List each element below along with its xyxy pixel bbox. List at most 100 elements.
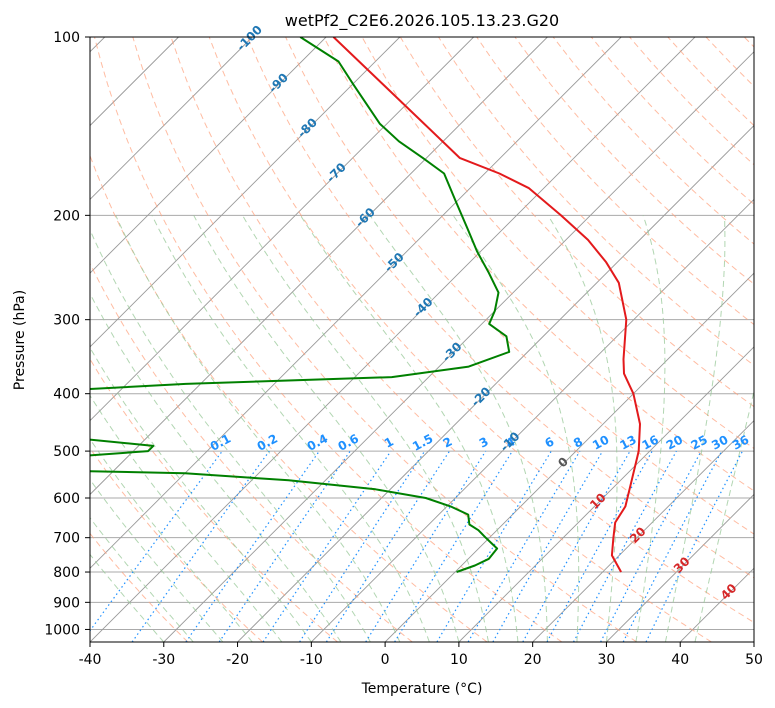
mixing-ratio-line [394,450,513,642]
isotherm-label: 40 [718,581,740,603]
dry-adiabat-line [90,154,488,642]
mixing-ratio-label: 13 [617,432,638,452]
isotherm-label: -80 [295,115,320,140]
isotherm-line [90,37,622,569]
moist-adiabat-line [90,346,312,642]
dry-adiabat-line [90,358,338,642]
isotherm-line [90,37,253,200]
dry-adiabat-line [743,37,754,48]
mixing-ratio-line [572,450,677,642]
moist-adiabat-line [151,215,430,642]
dry-adiabat-line [246,37,754,579]
mixing-ratio-label: 10 [590,432,611,452]
mixing-ratio-line [90,450,223,632]
dry-adiabat-line [323,37,754,492]
moist-adiabat-line [369,215,548,642]
isotherm-label: -100 [234,23,265,54]
moist-adiabat-line [452,215,580,642]
x-tick-label: -30 [152,652,175,668]
isotherm-line [90,37,696,642]
mixing-ratio-label: 36 [730,432,751,452]
mixing-ratio-label: 0.4 [305,431,330,453]
mixing-ratio-line [645,450,744,642]
y-tick-label: 300 [53,313,80,329]
y-tick-label: 900 [53,595,80,611]
isotherm-label: -40 [410,295,435,320]
isotherm-label: -90 [266,70,291,95]
dry-adiabat-line [285,37,754,535]
dry-adiabat-line [208,37,754,624]
mixing-ratio-label: 0.1 [208,431,233,453]
moist-adiabat-line [694,389,754,642]
y-tick-label: 500 [53,444,80,460]
mixing-ratio-line [436,450,552,642]
moist-adiabat-line [90,438,253,642]
moist-adiabat-line [90,228,371,642]
dry-adiabat-line [476,37,754,326]
isotherm-label: 0 [555,454,571,470]
mixing-ratio-label: 0.2 [255,431,280,453]
dry-adiabat-line [90,262,413,642]
dry-adiabat-line [438,37,754,366]
mixing-ratio-line [522,450,631,642]
dry-adiabat-line [90,532,189,642]
mixing-ratio-line [467,450,581,642]
mixing-ratio-line [262,450,392,642]
isotherm-line [90,37,548,496]
mixing-ratio-line [131,450,270,642]
x-tick-label: -40 [79,652,102,668]
isotherm-line [532,420,754,642]
moist-adiabat-line [90,516,194,642]
background-grid [90,37,754,642]
isotherm-label: 20 [627,524,649,546]
dry-adiabat-line [629,37,754,166]
x-tick-label: 50 [745,652,763,668]
y-axis-title: Pressure (hPa) [12,290,28,390]
x-tick-label: 0 [381,652,390,668]
isotherm-line [753,641,754,642]
moist-adiabat-line [547,215,618,642]
mixing-ratio-label: 8 [571,434,585,450]
plot-frame [89,36,755,643]
moist-adiabat-line [193,215,460,642]
axes: -40 -30 -20 -10 0 10 20 30 40 5010020030040050060… [44,30,763,668]
temperature-profile [332,37,641,573]
isotherm-line [90,37,327,274]
y-tick-label: 200 [53,208,80,224]
mixing-ratio-label: 25 [689,432,710,452]
mixing-ratio-line [365,450,487,642]
mixing-ratio-label: 1.5 [410,431,435,453]
moist-adiabat-line [90,292,342,642]
dry-adiabat-line [514,37,754,285]
mixing-ratio-line [546,450,653,642]
y-tick-label: 100 [53,30,80,46]
mixing-ratio-line [600,450,702,642]
isotherm-line [606,493,754,642]
x-tick-label: 20 [524,652,542,668]
isotherm-label: 10 [587,490,609,512]
mixing-ratio-line [325,450,450,642]
isotherm-line [163,51,754,642]
mixing-ratio-label: 1 [382,434,396,450]
isotherm-label: -30 [439,339,464,364]
x-tick-label: 30 [598,652,616,668]
isotherm-line [384,272,754,642]
y-tick-label: 1000 [44,622,80,638]
mixing-ratio-label: 30 [709,432,730,452]
moist-adiabat-line [665,215,726,642]
isotherm-line [679,567,754,642]
mixing-ratio-label: 16 [640,432,661,452]
moist-adiabat-line [115,215,401,642]
isotherm-line [237,124,754,642]
sounding-profiles [90,37,641,573]
x-tick-label: -20 [226,652,249,668]
isotherm-line [311,198,754,642]
moist-adiabat-line [90,478,224,642]
isotherm-label: 30 [671,554,693,576]
moist-adiabat-line [299,215,519,642]
y-tick-label: 400 [53,387,80,403]
y-tick-label: 600 [53,491,80,507]
x-tick-label: 10 [450,652,468,668]
mixing-ratio-label: 0.6 [336,431,361,453]
isotherm-line [458,346,754,642]
